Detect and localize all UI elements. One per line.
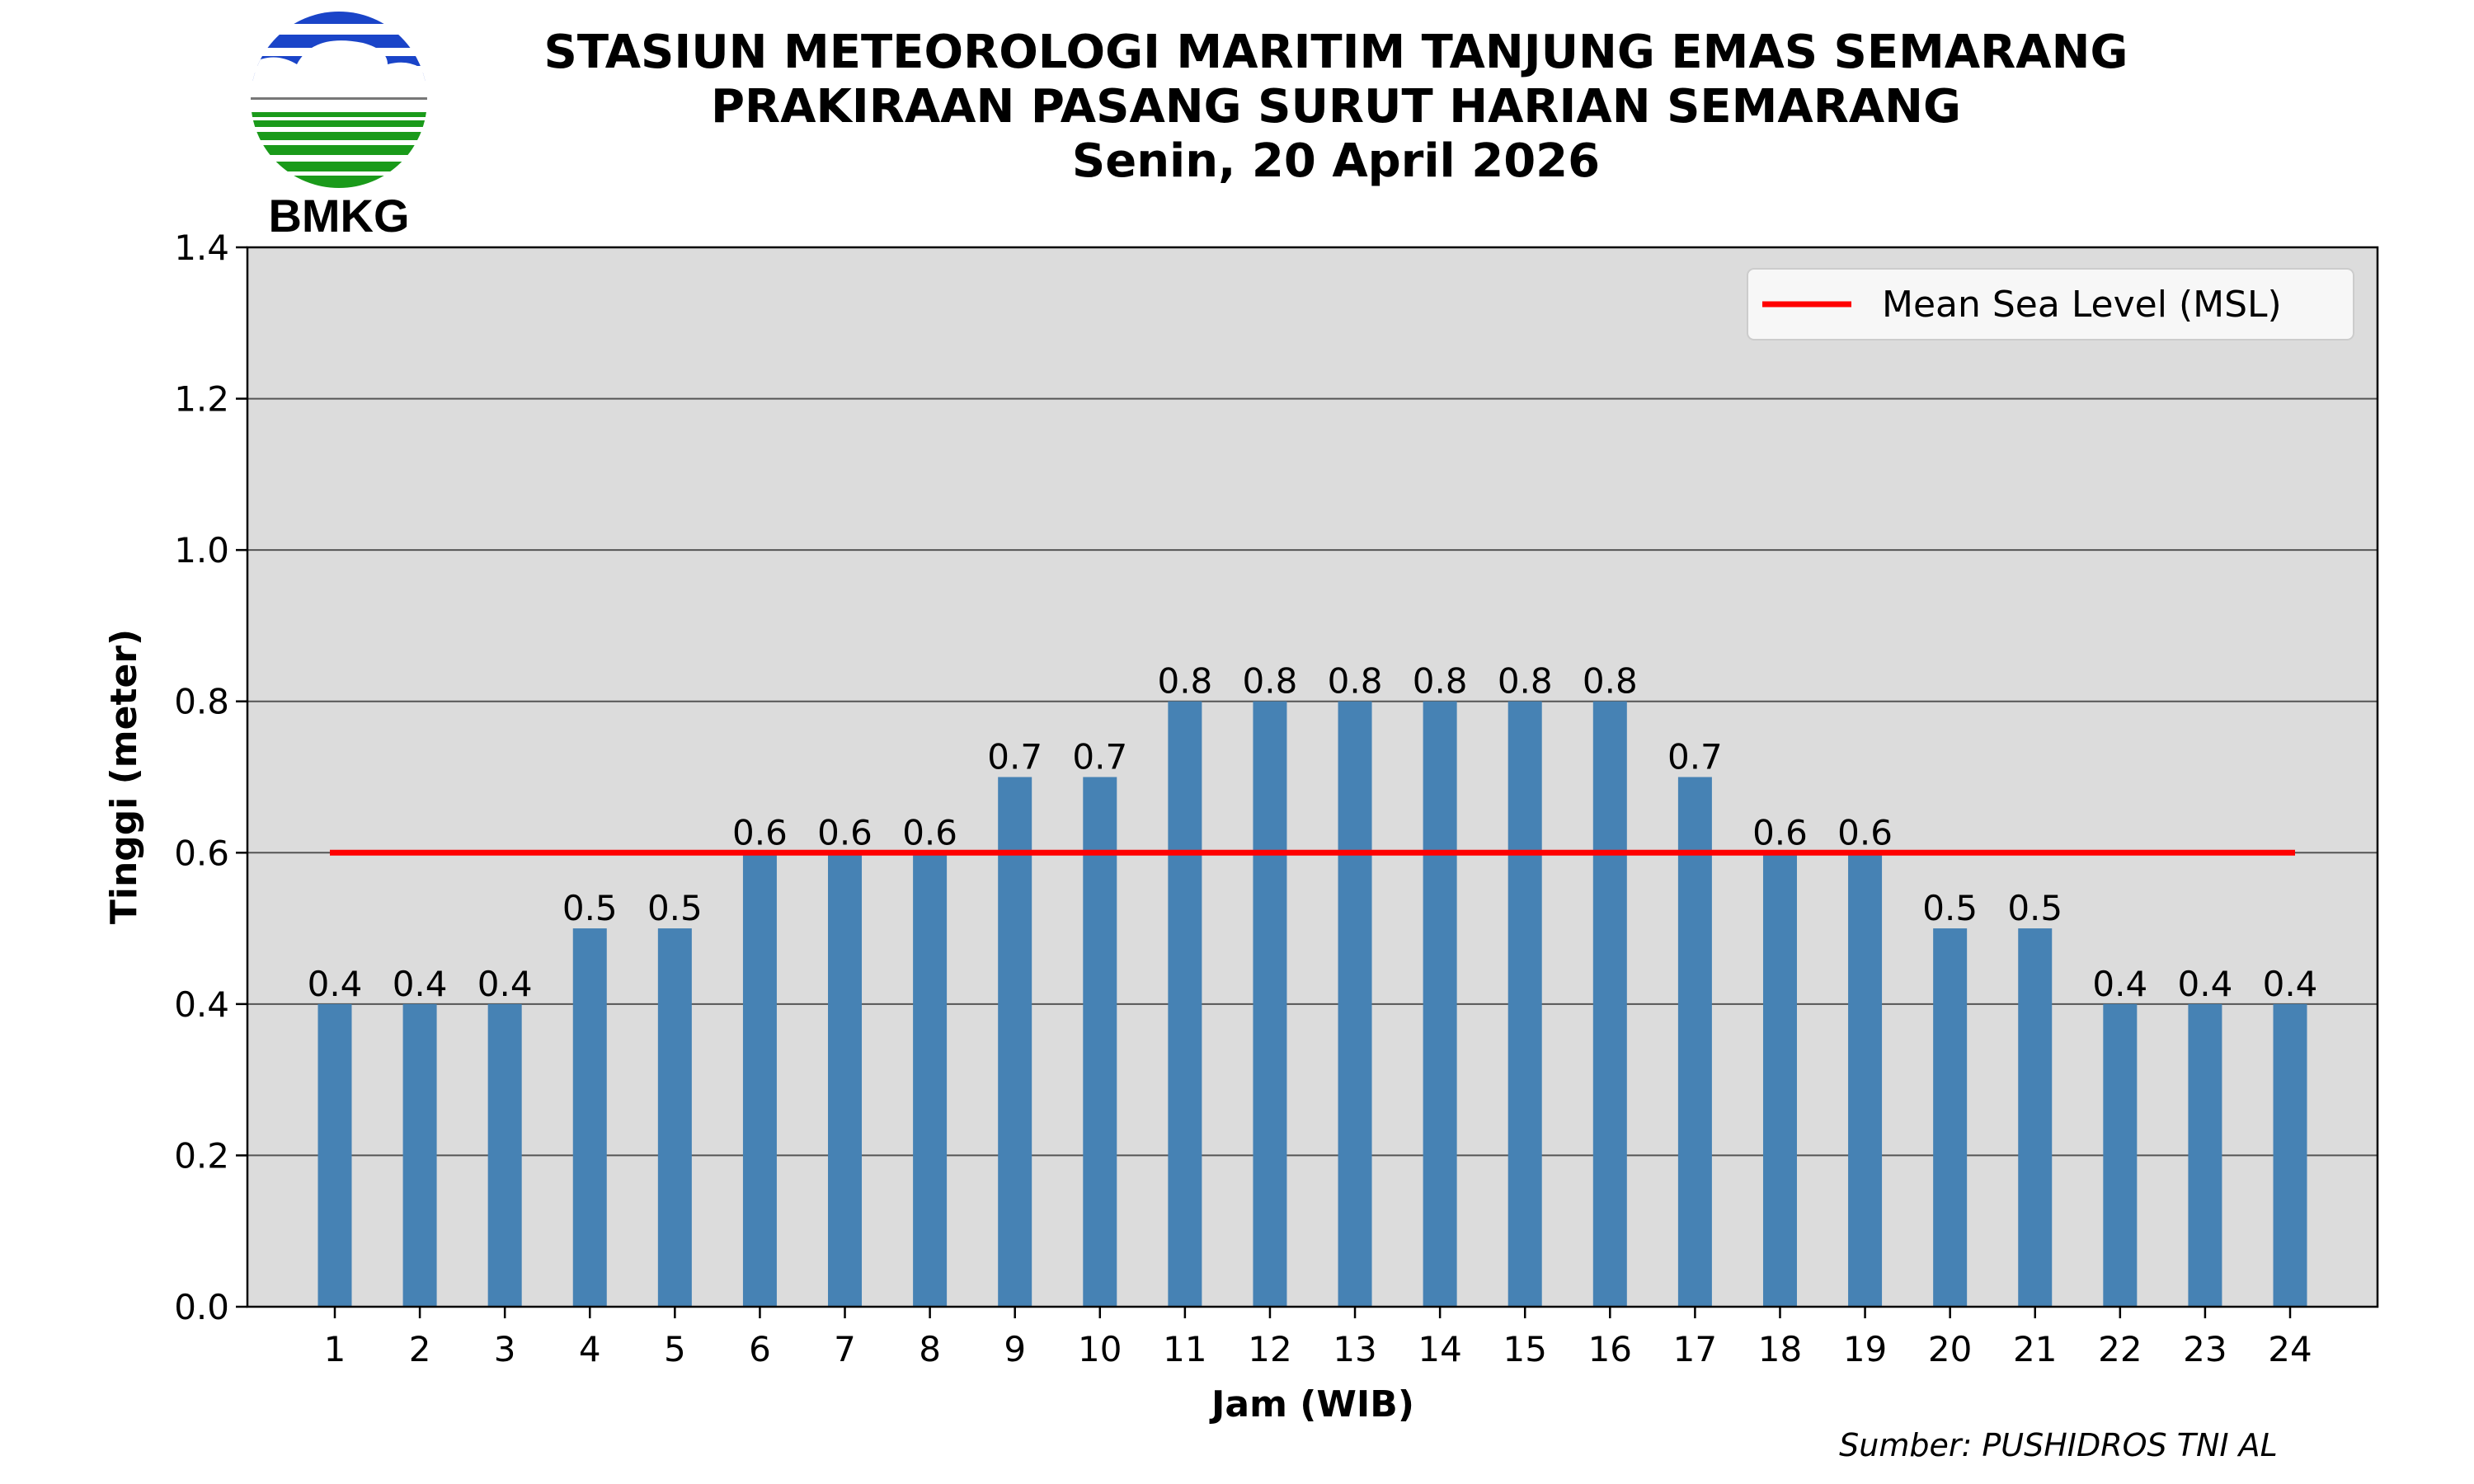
y-tick-label: 0.0 <box>174 1287 229 1327</box>
bar-value-label: 0.6 <box>1752 812 1808 852</box>
y-tick-label: 0.6 <box>174 833 229 873</box>
x-tick-label: 13 <box>1333 1329 1376 1369</box>
x-tick-label: 23 <box>2183 1329 2227 1369</box>
y-tick-label: 1.0 <box>174 530 229 571</box>
bar <box>1933 928 1968 1307</box>
bar-value-label: 0.4 <box>393 964 448 1004</box>
legend: Mean Sea Level (MSL) <box>1747 268 2354 340</box>
x-tick-label: 18 <box>1758 1329 1802 1369</box>
bar <box>2273 1003 2307 1307</box>
bar-value-label: 0.8 <box>1243 661 1298 702</box>
x-tick-label: 6 <box>749 1329 771 1369</box>
bmkg-logo: BMKG <box>251 12 427 242</box>
x-tick-label: 2 <box>409 1329 431 1369</box>
bar-value-label: 0.8 <box>1328 661 1383 702</box>
bar <box>1338 701 1372 1307</box>
bar-value-label: 0.6 <box>902 812 957 852</box>
x-tick-label: 3 <box>494 1329 516 1369</box>
y-tick-label: 0.8 <box>174 682 229 722</box>
title-date: Senin, 20 April 2026 <box>1072 134 1600 188</box>
bar <box>2103 1003 2138 1307</box>
bar-value-label: 0.6 <box>732 812 788 852</box>
bar <box>1253 701 1287 1307</box>
bar <box>913 852 948 1307</box>
title-forecast: PRAKIRAAN PASANG SURUT HARIAN SEMARANG <box>711 80 1961 134</box>
x-tick-label: 9 <box>1004 1329 1026 1369</box>
bar-value-label: 0.5 <box>562 888 618 928</box>
y-tick-label: 1.2 <box>174 379 229 420</box>
bar-value-label: 0.8 <box>1157 661 1212 702</box>
x-tick-label: 16 <box>1588 1329 1632 1369</box>
y-tick-label: 0.2 <box>174 1135 229 1176</box>
y-axis-label: Tinggi (meter) <box>103 629 145 924</box>
bar-value-label: 0.7 <box>1072 737 1127 777</box>
bar-value-label: 0.6 <box>817 812 872 852</box>
bar-value-label: 0.8 <box>1583 661 1638 702</box>
bar-value-label: 0.4 <box>477 964 533 1004</box>
bar <box>572 928 607 1307</box>
bar-value-label: 0.7 <box>987 737 1042 777</box>
bar <box>2018 928 2053 1307</box>
x-tick-label: 5 <box>664 1329 686 1369</box>
x-tick-label: 15 <box>1503 1329 1546 1369</box>
x-tick-label: 7 <box>834 1329 856 1369</box>
bar <box>2188 1003 2222 1307</box>
bar <box>487 1003 522 1307</box>
bar <box>1423 701 1457 1307</box>
bar-value-label: 0.6 <box>1837 812 1893 852</box>
x-tick-label: 20 <box>1928 1329 1972 1369</box>
x-tick-label: 1 <box>324 1329 346 1369</box>
bar-value-label: 0.8 <box>1413 661 1468 702</box>
plot-area <box>247 247 2378 1307</box>
x-tick-label: 22 <box>2098 1329 2142 1369</box>
bar <box>1592 701 1627 1307</box>
bar <box>1507 701 1542 1307</box>
x-tick-label: 10 <box>1078 1329 1122 1369</box>
x-tick-label: 21 <box>2013 1329 2057 1369</box>
x-tick-label: 12 <box>1248 1329 1291 1369</box>
bar <box>402 1003 437 1307</box>
bar <box>828 852 863 1307</box>
x-tick-label: 8 <box>919 1329 941 1369</box>
x-axis-label: Jam (WIB) <box>1209 1383 1414 1425</box>
bar <box>317 1003 352 1307</box>
bar-value-label: 0.4 <box>2263 964 2318 1004</box>
bar-value-label: 0.4 <box>308 964 363 1004</box>
bar <box>1762 852 1797 1307</box>
bar-value-label: 0.5 <box>1922 888 1978 928</box>
x-tick-label: 4 <box>579 1329 601 1369</box>
x-tick-label: 11 <box>1163 1329 1206 1369</box>
bar <box>1083 777 1117 1307</box>
plot-frame <box>246 246 2379 1308</box>
bar-value-label: 0.8 <box>1498 661 1553 702</box>
bar <box>742 852 777 1307</box>
source-note: Sumber: PUSHIDROS TNI AL <box>1839 1427 2278 1463</box>
bar-value-label: 0.7 <box>1667 737 1723 777</box>
bar <box>1677 777 1712 1307</box>
bar <box>1168 701 1202 1307</box>
x-tick-label: 24 <box>2268 1329 2312 1369</box>
x-tick-label: 19 <box>1843 1329 1887 1369</box>
y-tick-label: 0.4 <box>174 984 229 1025</box>
legend-msl-label: Mean Sea Level (MSL) <box>1882 284 2282 326</box>
bar-value-label: 0.5 <box>647 888 703 928</box>
bar-value-label: 0.5 <box>2007 888 2062 928</box>
title-station: STASIUN METEOROLOGI MARITIM TANJUNG EMAS… <box>544 26 2128 79</box>
bar <box>1848 852 1883 1307</box>
y-tick-label: 1.4 <box>174 228 229 268</box>
bar <box>998 777 1032 1307</box>
x-tick-label: 17 <box>1673 1329 1717 1369</box>
x-tick-label: 14 <box>1418 1329 1461 1369</box>
bar-value-label: 0.4 <box>2092 964 2147 1004</box>
bar <box>657 928 692 1307</box>
logo-text: BMKG <box>268 190 409 242</box>
bar-value-label: 0.4 <box>2178 964 2233 1004</box>
